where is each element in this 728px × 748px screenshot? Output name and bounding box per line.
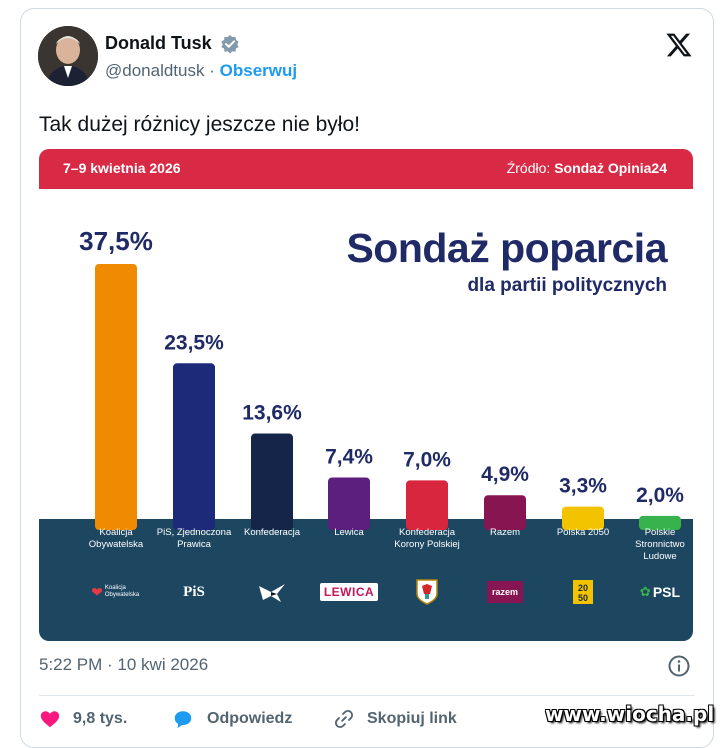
- party-logo-3: [237, 579, 307, 605]
- bar-5: [406, 480, 448, 530]
- party-logo-2: PiS: [183, 583, 205, 600]
- follow-button[interactable]: Obserwuj: [219, 61, 298, 80]
- value-label-7: 3,3%: [559, 475, 607, 498]
- category-label-8: Polskie Stronnictwo Ludowe: [635, 527, 685, 562]
- separator: ·: [209, 61, 215, 80]
- bar-4: [328, 477, 370, 530]
- poll-graphic[interactable]: 7–9 kwietnia 2026 Źródło: Sondaż Opinia2…: [39, 149, 693, 641]
- source-name: Sondaż Opinia24: [554, 160, 667, 176]
- reply-label: Odpowiedz: [207, 710, 293, 727]
- copy-link-label: Skopiuj link: [367, 710, 457, 727]
- value-label-4: 7,4%: [325, 446, 373, 469]
- value-label-6: 4,9%: [481, 463, 529, 486]
- category-label-1: Koalicja Obywatelska: [88, 527, 144, 550]
- category-label-5: Konfederacja Korony Polskiej: [394, 527, 460, 550]
- chart-title: Sondaż poparcia: [346, 225, 667, 271]
- watermark: www.wiocha.pl: [545, 702, 715, 726]
- handle[interactable]: @donaldtusk: [105, 61, 205, 80]
- bar-2: [173, 363, 215, 530]
- category-label-2: PiS, Zjednoczona Prawica: [156, 527, 232, 550]
- link-icon: [334, 709, 354, 729]
- author-name[interactable]: Donald Tusk: [105, 33, 212, 53]
- reply-button[interactable]: Odpowiedz: [171, 706, 292, 732]
- value-label-1: 37,5%: [79, 226, 153, 256]
- category-label-7: Polska 2050: [556, 527, 610, 538]
- poll-banner: 7–9 kwietnia 2026 Źródło: Sondaż Opinia2…: [39, 149, 693, 189]
- party-logo-5: [392, 579, 462, 605]
- reply-bubble-icon: [174, 711, 192, 729]
- timestamp[interactable]: 5:22 PM · 10 kwi 2026: [39, 655, 209, 674]
- chart-subtitle: dla partii politycznych: [467, 275, 667, 296]
- bar-8: [639, 515, 681, 530]
- tweet-text: Tak dużej różnicy jeszcze nie było!: [39, 113, 360, 136]
- bar-3: [251, 433, 293, 530]
- party-logo-4: LEWICA: [314, 579, 384, 605]
- bar-6: [484, 495, 526, 530]
- handle-line: @donaldtusk · Obserwuj: [105, 61, 297, 81]
- svg-text:20: 20: [578, 583, 588, 593]
- value-label-2: 23,5%: [164, 331, 224, 354]
- value-label-8: 2,0%: [636, 484, 684, 507]
- party-logo-1: ❤ Koalicja Obywatelska: [91, 583, 140, 600]
- value-label-3: 13,6%: [242, 402, 302, 425]
- party-logos: ❤ Koalicja Obywatelska PiS LEWICA razem 20 50 ✿…: [39, 573, 693, 613]
- party-logo-6: razem: [470, 579, 540, 605]
- svg-text:50: 50: [578, 593, 588, 603]
- poll-date: 7–9 kwietnia 2026: [63, 160, 181, 176]
- category-label-6: Razem: [489, 527, 521, 538]
- value-label-5: 7,0%: [403, 448, 451, 471]
- poll-source: Źródło: Sondaż Opinia24: [507, 160, 667, 176]
- x-logo-icon[interactable]: [665, 31, 693, 59]
- party-logo-8: ✿ PSL: [639, 584, 681, 600]
- heart-icon: [40, 711, 60, 728]
- like-button[interactable]: 9,8 tys.: [39, 706, 127, 732]
- category-label-3: Konfederacja: [244, 527, 300, 538]
- category-label-4: Lewica: [334, 527, 364, 538]
- x-axis-labels: Koalicja Obywatelska PiS, Zjednoczona Prawi…: [39, 527, 693, 587]
- bar-1: [95, 264, 137, 530]
- bar-7: [562, 506, 604, 530]
- source-label: Źródło:: [506, 160, 551, 176]
- info-icon[interactable]: [667, 654, 691, 678]
- verified-badge-icon: [221, 34, 239, 54]
- like-count: 9,8 tys.: [73, 710, 128, 727]
- party-logo-7: 20 50: [548, 579, 618, 605]
- divider: [39, 695, 695, 696]
- post-card: Donald Tusk @donaldtusk · Obserwuj Tak d…: [20, 8, 714, 748]
- copy-link-button[interactable]: Skopiuj link: [333, 706, 457, 732]
- avatar[interactable]: [38, 26, 98, 86]
- bar-chart: 37,5% 23,5% 13,6% 7,4% 7,0% 4,9% 3,3% 2,0%: [79, 226, 684, 530]
